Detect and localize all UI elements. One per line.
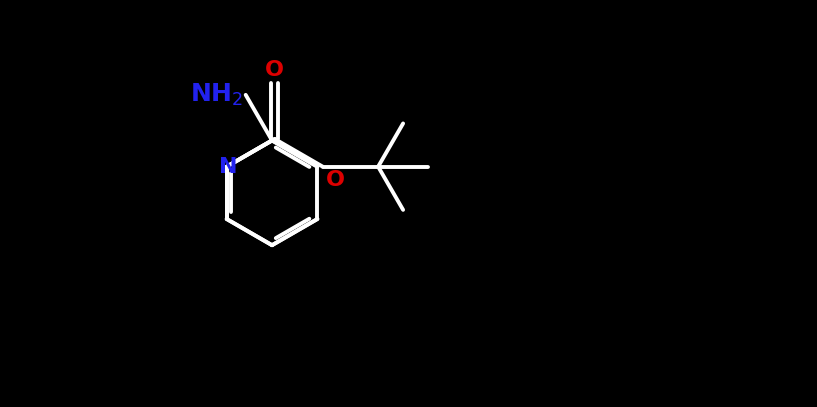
Text: NH$_2$: NH$_2$ (190, 82, 243, 108)
Text: O: O (326, 170, 345, 190)
Text: O: O (266, 60, 284, 81)
Text: N: N (219, 157, 238, 177)
